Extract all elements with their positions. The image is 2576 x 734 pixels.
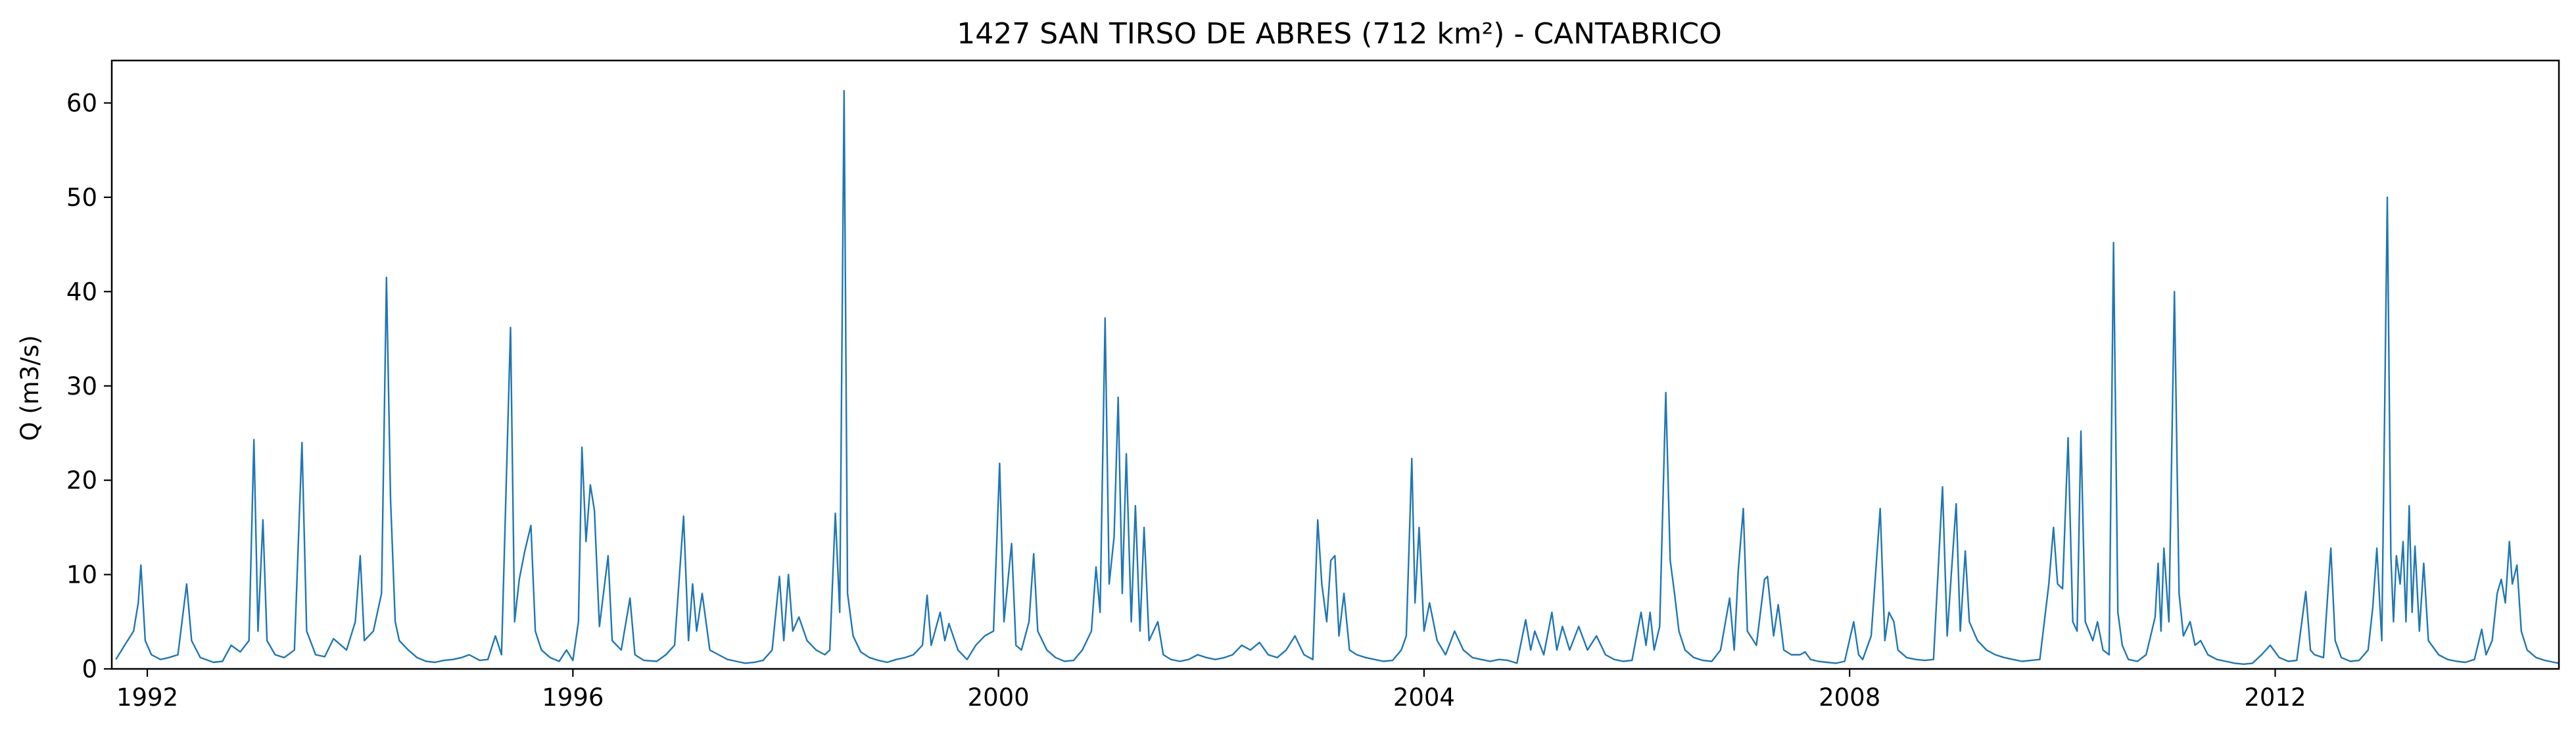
- chart-title: 1427 SAN TIRSO DE ABRES (712 km²) - CANT…: [957, 17, 1721, 51]
- y-tick-label: 40: [66, 278, 97, 306]
- y-tick-label: 50: [66, 184, 97, 212]
- x-tick-label: 1996: [542, 683, 604, 712]
- plot-area: 0 10 20 30 40 50 60 1992 1996 2000 2004 2008 2012: [66, 59, 2560, 712]
- y-tick-label: 60: [66, 89, 97, 118]
- x-tick-label: 2000: [968, 683, 1030, 712]
- x-axis-ticks: 1992 1996 2000 2004 2008 2012: [116, 669, 2306, 712]
- y-tick-label: 30: [66, 372, 97, 401]
- y-tick-label: 0: [82, 655, 97, 683]
- x-tick-label: 2012: [2244, 683, 2306, 712]
- x-tick-label: 1992: [116, 683, 178, 712]
- y-axis-ticks: 0 10 20 30 40 50 60: [66, 89, 112, 683]
- plot-frame: [110, 59, 2560, 670]
- y-axis-label: Q (m3/s): [16, 335, 44, 441]
- x-tick-label: 2008: [1819, 683, 1880, 712]
- y-tick-label: 20: [66, 466, 97, 495]
- x-tick-label: 2004: [1393, 683, 1455, 712]
- discharge-series-line: [115, 89, 2560, 665]
- y-tick-label: 10: [66, 561, 97, 589]
